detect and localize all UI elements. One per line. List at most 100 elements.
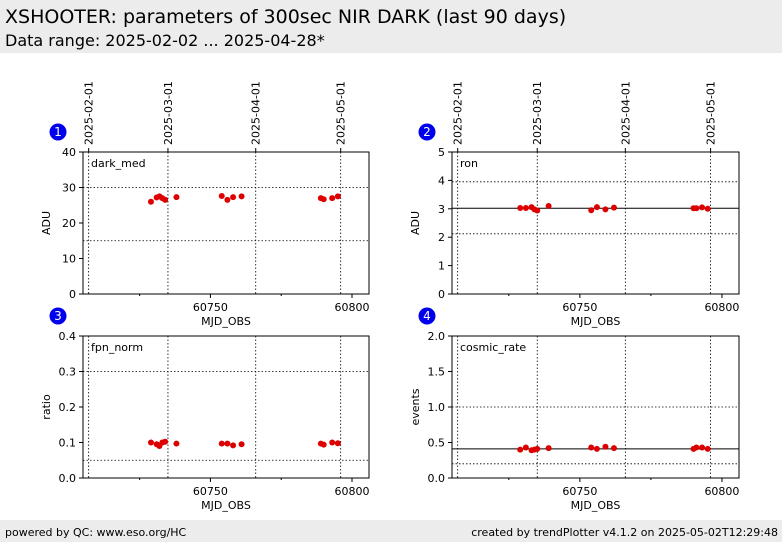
panel1-number-badge: [49, 123, 67, 141]
panel2-number-badge: [418, 123, 436, 141]
panel1-parameter-label: dark_med: [91, 157, 146, 170]
panel1-data-point: [320, 196, 327, 203]
footer-powered-by: powered by QC: www.eso.org/HC: [5, 526, 187, 539]
panel1-data-point: [334, 193, 341, 200]
panel2-date-label: 2025-04-01: [619, 81, 632, 145]
panel2-data-point: [534, 207, 541, 214]
panel2-y-axis-label: ADU: [409, 211, 422, 235]
panel4-data-point: [699, 444, 706, 451]
panel3-data-point: [320, 441, 327, 448]
panel4-x-tick-label: 60800: [704, 485, 739, 498]
panel1-data-point: [329, 195, 336, 202]
panel1-data-point: [230, 194, 237, 201]
panel3-number-badge: [49, 307, 67, 325]
panel3-parameter-label: fpn_norm: [91, 341, 143, 354]
panel4-y-tick-label: 0.5: [428, 437, 446, 450]
panel1-data-point: [162, 196, 169, 203]
panel2-data-point: [593, 204, 600, 211]
panel2-data-point: [693, 205, 700, 212]
panel4-number-badge-label: 4: [423, 309, 431, 323]
panel1-number-badge-label: 1: [54, 125, 62, 139]
panel2-data-point: [522, 204, 529, 211]
panel1-date-label: 2025-05-01: [335, 81, 348, 145]
panel1-data-point: [173, 194, 180, 201]
panel3-y-axis-label: ratio: [40, 394, 53, 420]
panel4-data-point: [522, 444, 529, 451]
panel3-data-point: [329, 439, 336, 446]
panel3-y-tick-label: 0.2: [59, 401, 77, 414]
panel3-data-point: [230, 442, 237, 449]
panel1-y-tick-label: 10: [62, 253, 76, 266]
panel3-x-tick-label: 60800: [335, 485, 370, 498]
panel1-y-axis-label: ADU: [40, 211, 53, 235]
panel1-data-point: [238, 193, 245, 200]
panel3-y-tick-label: 0.0: [59, 472, 77, 485]
panel4-data-point: [545, 445, 552, 452]
panel3-data-point: [147, 439, 154, 446]
header-bar: [0, 0, 782, 53]
panel1-x-tick-label: 60800: [335, 301, 370, 314]
panel1-date-label: 2025-04-01: [250, 81, 263, 145]
panel1-data-point: [218, 193, 225, 200]
panel3-y-tick-label: 0.3: [59, 366, 77, 379]
panel3-data-point: [173, 440, 180, 447]
panel2-x-tick-label: 60800: [704, 301, 739, 314]
panel4-data-point: [517, 446, 524, 453]
panel2-y-tick-label: 3: [438, 203, 445, 216]
panel2-y-tick-label: 5: [438, 146, 445, 159]
panel4-y-tick-label: 1.0: [428, 401, 446, 414]
panel4-y-tick-label: 0.0: [428, 472, 446, 485]
panel2-date-label: 2025-03-01: [531, 81, 544, 145]
panel4-y-tick-label: 1.5: [428, 366, 446, 379]
panel4-x-axis-label: MJD_OBS: [571, 499, 621, 512]
footer-created-by: created by trendPlotter v4.1.2 on 2025-0…: [471, 526, 778, 539]
panel3-y-tick-label: 0.1: [59, 437, 77, 450]
panel4-data-point: [593, 445, 600, 452]
panel4-x-tick-label: 60750: [562, 485, 597, 498]
data-range-subtitle: Data range: 2025-02-02 ... 2025-04-28*: [5, 31, 325, 50]
panel2-data-point: [588, 207, 595, 214]
panel1-x-tick-label: 60750: [193, 301, 228, 314]
panel4-y-axis-label: events: [409, 388, 422, 425]
panel2-parameter-label: ron: [460, 157, 478, 170]
panel2-data-point: [699, 204, 706, 211]
panel1-date-label: 2025-03-01: [162, 81, 175, 145]
panel1-y-tick-label: 20: [62, 217, 76, 230]
panel1-axes-frame: [82, 151, 370, 295]
panel4-data-point: [693, 444, 700, 451]
panel4-data-point: [704, 445, 711, 452]
panel4-parameter-label: cosmic_rate: [460, 341, 526, 354]
panel2-data-point: [602, 206, 609, 213]
panel2-x-axis-label: MJD_OBS: [571, 315, 621, 328]
panel2-data-point: [704, 205, 711, 212]
panel2-y-tick-label: 4: [438, 174, 445, 187]
panel3-data-point: [334, 440, 341, 447]
panel4-data-point: [602, 443, 609, 450]
panel1-data-point: [147, 198, 154, 205]
panel3-axes-frame: [82, 335, 370, 479]
page-title: XSHOOTER: parameters of 300sec NIR DARK …: [5, 6, 567, 28]
panel2-number-badge-label: 2: [423, 125, 431, 139]
panel3-data-point: [238, 441, 245, 448]
panel1-y-tick-label: 40: [62, 146, 76, 159]
footer-bar: [0, 520, 782, 542]
panel1-data-point: [224, 196, 231, 203]
panel2-y-tick-label: 2: [438, 231, 445, 244]
panel2-y-tick-label: 1: [438, 260, 445, 273]
panel4-data-point: [610, 445, 617, 452]
panel1-date-label: 2025-02-01: [83, 81, 96, 145]
panel3-data-point: [218, 440, 225, 447]
panel4-number-badge: [418, 307, 436, 325]
panel2-axes-frame: [451, 151, 740, 295]
panel4-data-point: [588, 444, 595, 451]
panel3-x-tick-label: 60750: [193, 485, 228, 498]
panel1-y-tick-label: 0: [69, 288, 76, 301]
panel3-number-badge-label: 3: [54, 309, 62, 323]
panel2-data-point: [545, 202, 552, 209]
panel1-y-tick-label: 30: [62, 182, 76, 195]
panel2-date-label: 2025-02-01: [452, 81, 465, 145]
panel4-y-tick-label: 2.0: [428, 330, 446, 343]
panel3-x-axis-label: MJD_OBS: [201, 499, 251, 512]
panel2-y-tick-label: 0: [438, 288, 445, 301]
